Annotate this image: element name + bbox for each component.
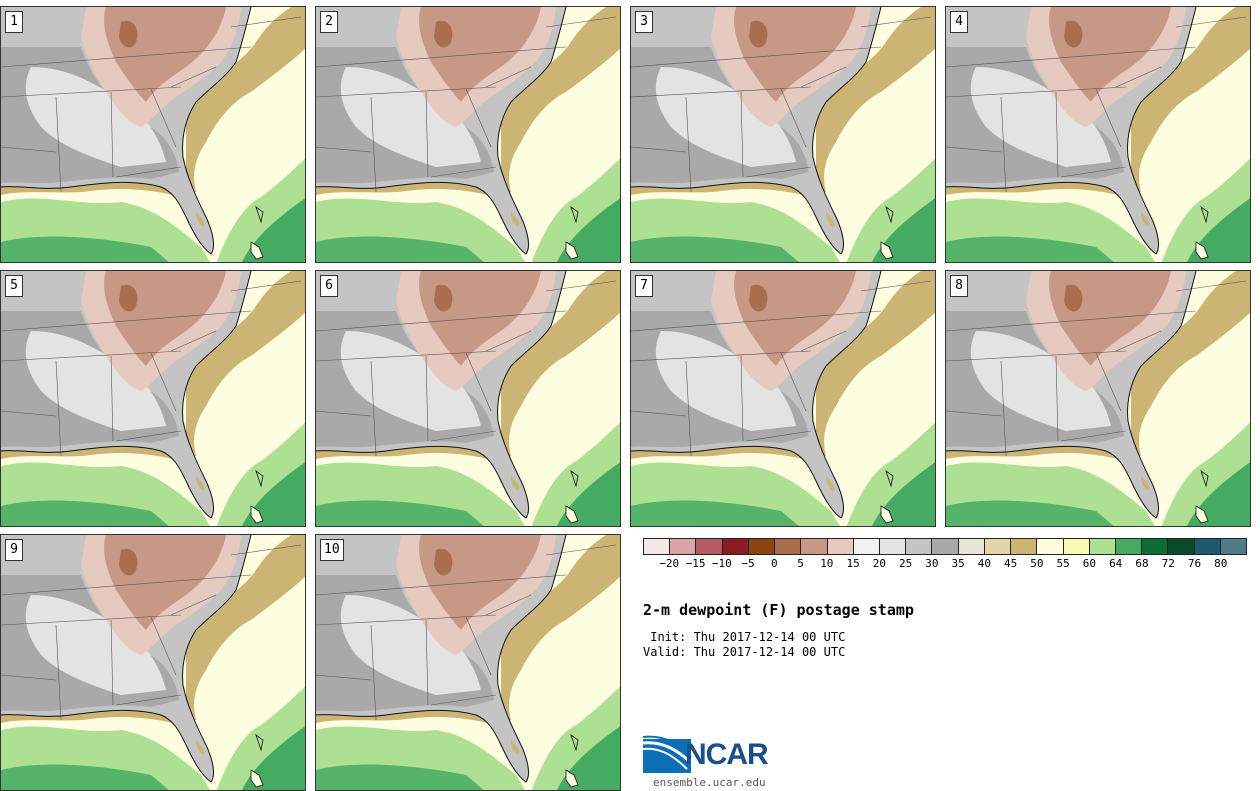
ensemble-member-panel: 5	[0, 270, 306, 527]
dewpoint-map	[631, 271, 935, 526]
dewpoint-map	[631, 7, 935, 262]
colorbar-tick-label: 15	[846, 557, 860, 570]
dewpoint-map	[316, 271, 620, 526]
colorbar-tick-label: 72	[1161, 557, 1175, 570]
colorbar-swatch	[1063, 539, 1090, 554]
member-label: 7	[635, 275, 653, 297]
colorbar-swatch	[827, 539, 854, 554]
valid-time: Valid: Thu 2017-12-14 00 UTC	[643, 645, 846, 659]
dewpoint-map	[946, 271, 1250, 526]
colorbar-tick-label: 5	[797, 557, 804, 570]
colorbar-tick-label: −5	[741, 557, 755, 570]
member-label: 2	[320, 11, 338, 33]
colorbar-tick-label: 30	[925, 557, 939, 570]
dewpoint-map	[1, 271, 305, 526]
colorbar-swatch	[644, 539, 671, 554]
colorbar-tick-label: 0	[770, 557, 778, 570]
dewpoint-map	[1, 535, 305, 790]
dewpoint-map	[316, 535, 620, 790]
ensemble-member-panel: 1	[0, 6, 306, 263]
colorbar-tick-label: 10	[820, 557, 834, 570]
colorbar-swatch	[853, 539, 880, 554]
logo-wordmark: NCAR	[685, 738, 769, 771]
colorbar-swatch	[670, 539, 697, 554]
colorbar-swatch	[748, 539, 776, 554]
ensemble-member-panel: 6	[315, 270, 621, 527]
time-info: Init: Thu 2017-12-14 00 UTC Valid: Thu 2…	[643, 630, 845, 660]
colorbar-swatch	[879, 539, 907, 554]
ensemble-member-panel: 8	[945, 270, 1251, 527]
colorbar-swatch	[906, 539, 933, 554]
ensemble-member-panel: 10	[315, 534, 621, 791]
colorbar-tick-label: 40	[977, 557, 992, 570]
colorbar-swatch	[722, 539, 749, 554]
member-label: 9	[5, 539, 23, 561]
member-label: 8	[950, 275, 968, 297]
ensemble-member-panel: 4	[945, 6, 1251, 263]
ensemble-member-panel: 2	[315, 6, 621, 263]
colorbar-swatch	[1168, 539, 1195, 554]
colorbar-tick-label: 68	[1135, 557, 1149, 570]
colorbar-tick-label: 20	[872, 557, 886, 570]
colorbar-swatch	[1115, 539, 1143, 554]
colorbar-swatch	[1037, 539, 1064, 554]
colorbar-tick-label: 45	[1004, 557, 1018, 570]
colorbar-tick-label: 35	[951, 557, 965, 570]
member-label: 5	[5, 275, 23, 297]
colorbar-tick-label: −10	[711, 557, 732, 570]
colorbar-swatch	[1142, 539, 1169, 554]
colorbar-swatch	[984, 539, 1012, 554]
colorbar-swatch	[801, 539, 828, 554]
page-title: 2-m dewpoint (F) postage stamp	[643, 601, 914, 619]
colorbar-swatch	[932, 539, 959, 554]
member-label: 3	[635, 11, 653, 33]
colorbar-swatch	[775, 539, 802, 554]
colorbar	[643, 538, 1247, 555]
dewpoint-map	[1, 7, 305, 262]
member-label: 6	[320, 275, 338, 297]
member-label: 10	[320, 539, 344, 561]
dewpoint-map	[316, 7, 620, 262]
colorbar-tick-label: 50	[1030, 557, 1044, 570]
colorbar-tick-label: −20	[659, 557, 680, 570]
member-label: 1	[5, 11, 23, 33]
colorbar-tick-label: 60	[1082, 557, 1097, 570]
colorbar-ticks: −20 −15 −10 −5 0 5 10 15 20 25 30 35 40 45 50 55 60 64 68 7…	[633, 557, 1253, 571]
init-time: Init: Thu 2017-12-14 00 UTC	[643, 630, 846, 644]
colorbar-tick-label: −15	[685, 557, 706, 570]
colorbar-tick-label: 76	[1187, 557, 1202, 570]
ensemble-member-panel: 7	[630, 270, 936, 527]
colorbar-swatch	[1011, 539, 1038, 554]
colorbar-tick-label: 80	[1214, 557, 1228, 570]
colorbar-tick-label: 55	[1056, 557, 1070, 570]
colorbar-swatch	[1220, 539, 1247, 554]
dewpoint-map	[946, 7, 1250, 262]
logo-url: ensemble.ucar.edu	[653, 776, 766, 789]
ncar-logo-icon	[643, 735, 693, 773]
ensemble-member-panel: 3	[630, 6, 936, 263]
colorbar-swatch	[696, 539, 723, 554]
colorbar-swatch	[1194, 539, 1221, 554]
colorbar-tick-label: 64	[1109, 557, 1123, 570]
colorbar-tick-label: 25	[898, 557, 913, 570]
ensemble-member-panel: 9	[0, 534, 306, 791]
member-label: 4	[950, 11, 968, 33]
colorbar-swatch	[1089, 539, 1116, 554]
colorbar-swatch	[958, 539, 985, 554]
